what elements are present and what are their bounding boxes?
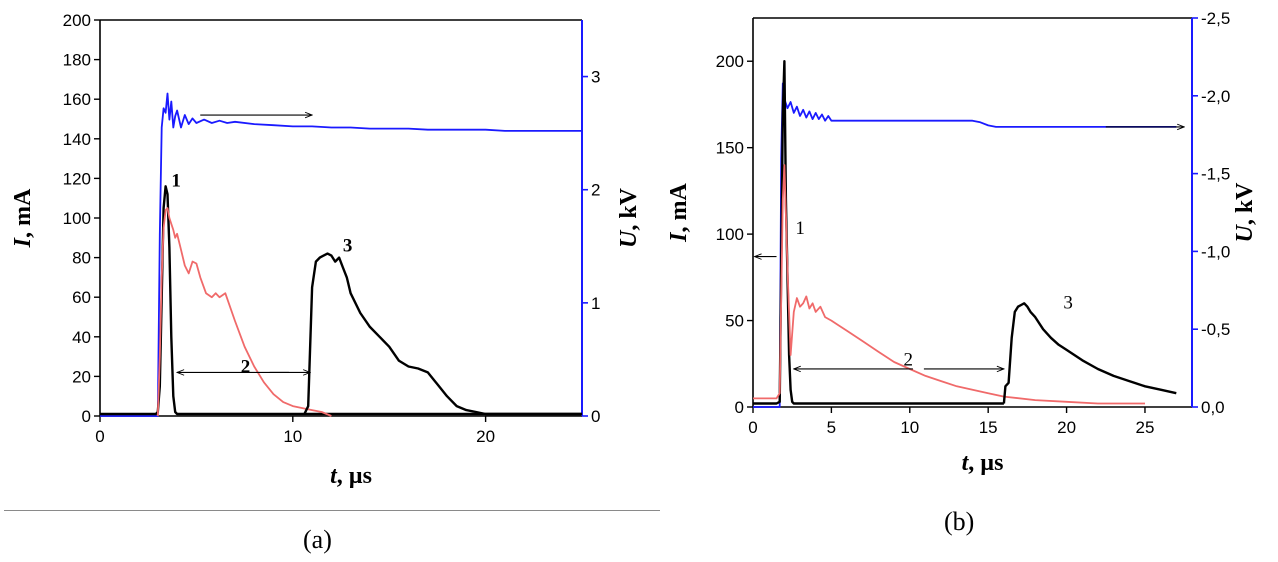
- panel-a-bottom-rule: [4, 510, 660, 511]
- curve-label-1: 1: [171, 170, 181, 191]
- chart-panel-a: 0 10 20 0 20 40 60 80 100 120 140 160 180 200 0 1 2 3 1 2 3 t…: [4, 11, 660, 554]
- x-tick-label: 20: [476, 427, 495, 446]
- y2-tick-label: 3: [591, 68, 600, 87]
- current-series-2-line: [156, 207, 332, 417]
- y-tick-label: 0: [735, 398, 744, 417]
- y2-tick-label: 1: [591, 294, 600, 313]
- y-tick-label: 120: [63, 169, 91, 188]
- x-tick-label: 15: [979, 418, 998, 437]
- y2-tick-label: -2,0: [1201, 87, 1230, 106]
- y-tick-label: 0: [82, 407, 91, 426]
- y2-tick-label: -1,5: [1201, 165, 1230, 184]
- panel-label-b: (b): [944, 507, 975, 536]
- y-tick-label: 150: [716, 139, 744, 158]
- x-tick-label: 0: [748, 418, 757, 437]
- y-tick-label: 100: [716, 225, 744, 244]
- y-tick-label: 50: [725, 312, 744, 331]
- x-tick-label: 20: [1057, 418, 1076, 437]
- x-tick-label: 10: [900, 418, 919, 437]
- y-axis-title: I, mA: [10, 188, 36, 248]
- current-series-2-line: [753, 164, 1145, 405]
- x-tick-label: 5: [827, 418, 836, 437]
- y2-tick-label: -2,5: [1201, 9, 1230, 28]
- y-tick-label: 60: [72, 288, 91, 307]
- voltage-series-line: [753, 82, 1177, 408]
- x-tick-label: 25: [1136, 418, 1155, 437]
- y2-tick-label: 0,0: [1201, 398, 1225, 417]
- y-tick-label: 140: [63, 130, 91, 149]
- current-series-1-line: [753, 60, 1004, 405]
- y-tick-label: 20: [72, 367, 91, 386]
- y-tick-label: 200: [63, 11, 91, 30]
- y-tick-label: 80: [72, 249, 91, 268]
- x-axis-title: t, µs: [330, 463, 372, 489]
- chart-b-svg: 0 5 10 15 20 25 0 50 100 150 200 0,0 -0,5 -1,0 -1,5 -2,…: [666, 9, 1258, 476]
- y2-axis-title: U, kV: [616, 187, 642, 248]
- voltage-series-line: [100, 92, 582, 417]
- current-series-3-line: [1002, 302, 1177, 404]
- chart-a-svg: 0 10 200204060801001201401601802000123123t…: [10, 11, 642, 489]
- y2-tick-label: 2: [591, 181, 600, 200]
- chart-panel-b: 0 5 10 15 20 25 0 50 100 150 200 0,0 -0,5 -1,0 -1,5 -2,…: [640, 0, 1278, 562]
- y2-axis-title: U, kV: [1232, 182, 1258, 243]
- curve-label-3: 3: [1063, 292, 1073, 313]
- x-tick-label: 0: [95, 427, 104, 446]
- y-tick-label: 200: [716, 52, 744, 71]
- curve-label-2: 2: [241, 356, 251, 377]
- y2-tick-label: -0,5: [1201, 320, 1230, 339]
- current-series-1-line: [100, 185, 582, 416]
- panel-label-a: (a): [303, 525, 332, 554]
- curve-label-1: 1: [795, 218, 805, 239]
- y2-tick-label: 0: [591, 407, 600, 426]
- current-series-3-line: [303, 252, 582, 416]
- x-tick-label: 10: [283, 427, 302, 446]
- curve-label-3: 3: [343, 236, 353, 257]
- curve-label-2: 2: [904, 350, 914, 371]
- y2-tick-label: -1,0: [1201, 242, 1230, 261]
- y-tick-label: 100: [63, 209, 91, 228]
- x-axis-title: t, µs: [962, 450, 1004, 476]
- y-axis-title: I, mA: [666, 183, 692, 243]
- y-tick-label: 160: [63, 90, 91, 109]
- y-tick-label: 40: [72, 328, 91, 347]
- y-tick-label: 180: [63, 51, 91, 70]
